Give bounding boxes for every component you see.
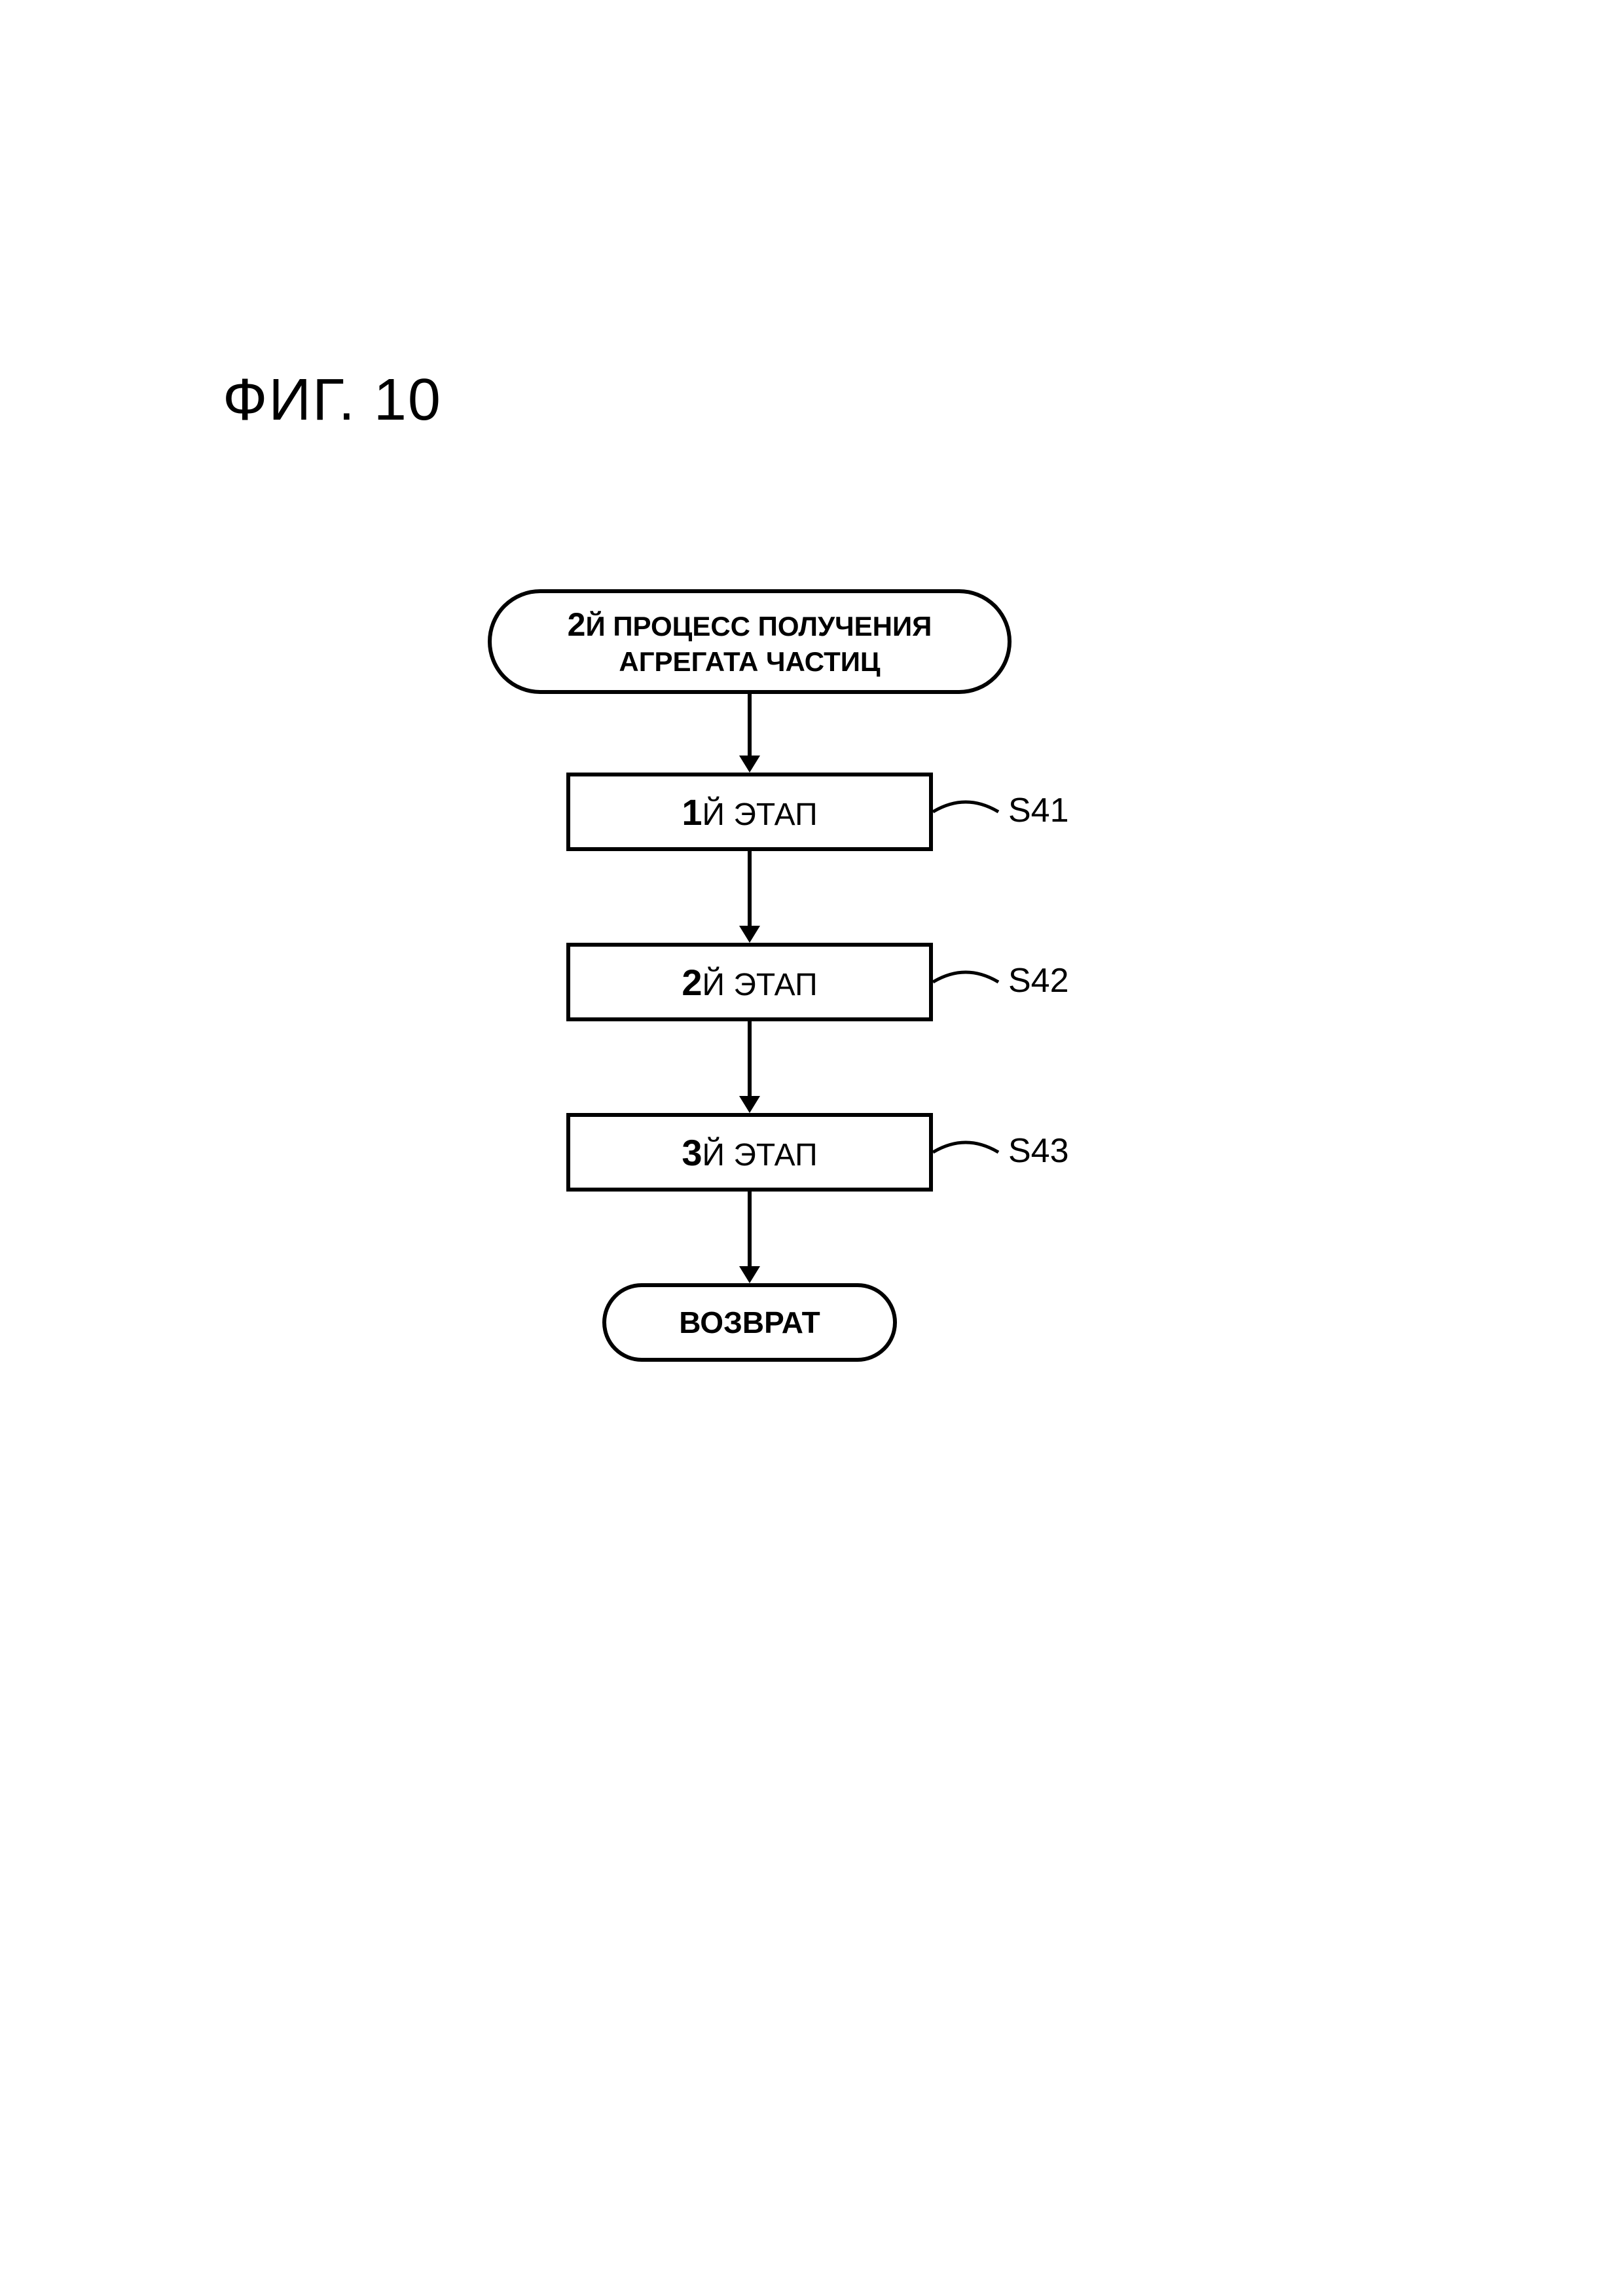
step3-num: 3 (682, 1132, 702, 1173)
process-step3: 3Й ЭТАП (566, 1113, 933, 1192)
step-label-s42: S42 (1008, 961, 1069, 1000)
step3-rest: Й ЭТАП (702, 1138, 818, 1173)
page: ФИГ. 10 2Й ПРОЦЕСС ПОЛУЧЕНИЯ АГРЕГАТА ЧА… (0, 0, 1623, 2296)
figure-title: ФИГ. 10 (223, 367, 442, 434)
arrow-3-head (739, 1096, 760, 1113)
step2-num: 2 (682, 962, 702, 1003)
arrow-3-line (748, 1021, 752, 1096)
start-line2: АГРЕГАТА ЧАСТИЦ (619, 646, 880, 677)
arrow-4-head (739, 1266, 760, 1283)
step3-text: 3Й ЭТАП (682, 1131, 817, 1174)
arrow-2-head (739, 926, 760, 943)
step1-text: 1Й ЭТАП (682, 791, 817, 833)
step1-rest: Й ЭТАП (702, 797, 818, 832)
step-label-s43: S43 (1008, 1131, 1069, 1171)
process-step2: 2Й ЭТАП (566, 943, 933, 1021)
step2-text: 2Й ЭТАП (682, 961, 817, 1004)
start-line1-num: 2 (568, 606, 586, 643)
terminator-end-text: ВОЗВРАТ (679, 1305, 820, 1340)
terminator-start-text: 2Й ПРОЦЕСС ПОЛУЧЕНИЯ АГРЕГАТА ЧАСТИЦ (568, 604, 932, 680)
arrow-4-line (748, 1192, 752, 1266)
step1-num: 1 (682, 792, 702, 833)
arrow-1-head (739, 756, 760, 773)
leader-s41 (933, 795, 1005, 828)
step-label-s41: S41 (1008, 791, 1069, 830)
leader-s42 (933, 966, 1005, 998)
leader-s43 (933, 1136, 1005, 1169)
process-step1: 1Й ЭТАП (566, 773, 933, 851)
terminator-end: ВОЗВРАТ (602, 1283, 897, 1362)
terminator-start: 2Й ПРОЦЕСС ПОЛУЧЕНИЯ АГРЕГАТА ЧАСТИЦ (488, 589, 1012, 694)
arrow-2-line (748, 851, 752, 926)
start-line1-rest: Й ПРОЦЕСС ПОЛУЧЕНИЯ (585, 611, 932, 642)
arrow-1-line (748, 694, 752, 756)
step2-rest: Й ЭТАП (702, 968, 818, 1002)
